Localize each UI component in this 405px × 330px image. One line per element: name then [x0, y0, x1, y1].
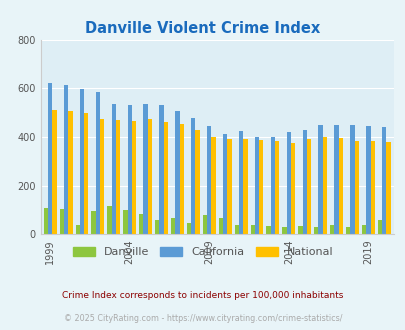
Bar	[290, 143, 294, 234]
Bar	[123, 210, 127, 234]
Bar	[175, 111, 179, 234]
Bar	[381, 127, 386, 234]
Bar	[266, 226, 270, 234]
Bar	[111, 104, 116, 234]
Bar	[365, 126, 370, 234]
Legend: Danville, California, National: Danville, California, National	[68, 242, 337, 262]
Bar	[143, 104, 147, 234]
Bar	[329, 225, 334, 234]
Bar	[64, 84, 68, 234]
Bar	[84, 113, 88, 234]
Bar	[234, 225, 238, 234]
Bar	[159, 105, 163, 234]
Bar	[386, 142, 390, 234]
Bar	[227, 139, 231, 234]
Bar	[107, 206, 111, 234]
Bar	[306, 139, 310, 234]
Bar	[44, 208, 48, 234]
Text: Danville Violent Crime Index: Danville Violent Crime Index	[85, 20, 320, 36]
Bar	[202, 215, 207, 234]
Bar	[318, 125, 322, 234]
Bar	[361, 225, 365, 234]
Bar	[96, 92, 100, 234]
Bar	[75, 225, 80, 234]
Bar	[218, 218, 222, 234]
Bar	[243, 139, 247, 234]
Bar	[171, 218, 175, 234]
Bar	[313, 227, 318, 234]
Bar	[281, 227, 286, 234]
Text: Crime Index corresponds to incidents per 100,000 inhabitants: Crime Index corresponds to incidents per…	[62, 291, 343, 300]
Bar	[270, 137, 274, 234]
Bar	[132, 121, 136, 234]
Bar	[274, 141, 279, 234]
Bar	[350, 125, 354, 234]
Bar	[377, 220, 381, 234]
Bar	[186, 223, 191, 234]
Bar	[179, 123, 183, 234]
Bar	[345, 227, 350, 234]
Bar	[254, 137, 258, 234]
Bar	[370, 141, 374, 234]
Bar	[338, 138, 342, 234]
Bar	[354, 141, 358, 234]
Bar	[52, 110, 56, 234]
Bar	[195, 130, 199, 234]
Bar	[127, 105, 132, 234]
Bar	[48, 83, 52, 234]
Bar	[322, 137, 326, 234]
Bar	[155, 220, 159, 234]
Bar	[163, 122, 168, 234]
Bar	[334, 124, 338, 234]
Bar	[238, 131, 243, 234]
Bar	[139, 214, 143, 234]
Bar	[250, 225, 254, 234]
Bar	[191, 118, 195, 234]
Bar	[100, 119, 104, 234]
Bar	[211, 137, 215, 234]
Bar	[298, 226, 302, 234]
Bar	[222, 134, 227, 234]
Bar	[68, 111, 72, 234]
Bar	[147, 119, 152, 234]
Bar	[91, 211, 96, 234]
Bar	[258, 140, 263, 234]
Bar	[60, 209, 64, 234]
Bar	[116, 120, 120, 234]
Bar	[207, 126, 211, 234]
Bar	[80, 89, 84, 234]
Text: © 2025 CityRating.com - https://www.cityrating.com/crime-statistics/: © 2025 CityRating.com - https://www.city…	[64, 314, 341, 323]
Bar	[302, 130, 306, 234]
Bar	[286, 132, 290, 234]
